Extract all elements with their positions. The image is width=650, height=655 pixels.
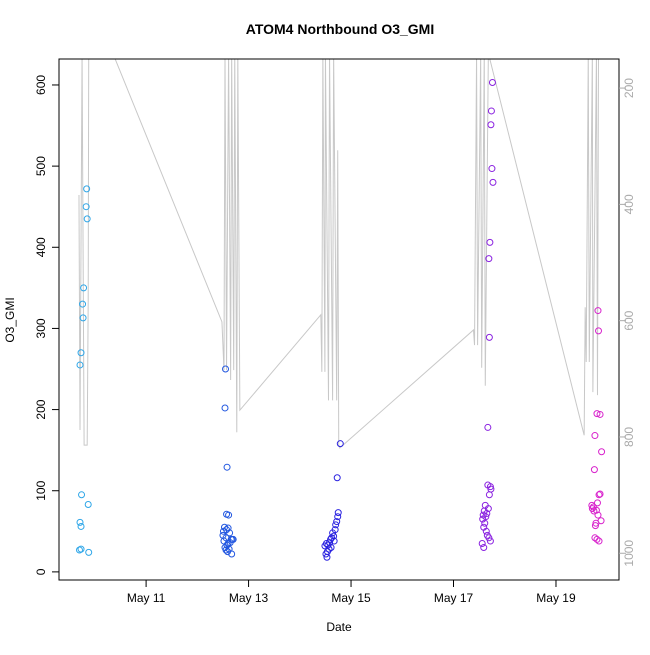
point: [593, 535, 601, 543]
y-tick-label: 300: [34, 318, 48, 338]
point: [79, 314, 87, 322]
point: [485, 333, 493, 341]
x-tick-label: May 15: [331, 591, 371, 605]
point: [595, 491, 603, 499]
point: [327, 544, 335, 552]
point: [226, 529, 234, 537]
point: [593, 499, 601, 507]
point: [332, 521, 340, 529]
point: [80, 284, 88, 292]
point: [222, 546, 230, 554]
point: [84, 501, 92, 509]
point: [590, 507, 598, 515]
point: [221, 404, 229, 412]
plot-frame: [58, 58, 620, 581]
y2-tick-label: 200: [622, 78, 636, 98]
x-tick-label: May 17: [434, 591, 474, 605]
point: [591, 432, 599, 440]
point: [334, 509, 342, 517]
point: [594, 307, 602, 315]
point: [489, 178, 497, 186]
point: [598, 448, 606, 456]
point: [593, 410, 601, 418]
point: [488, 79, 496, 87]
point: [77, 349, 85, 357]
y-tick-label: 100: [34, 480, 48, 500]
point: [79, 300, 87, 308]
point: [487, 121, 495, 129]
point: [485, 534, 493, 542]
y2-tick-label: 800: [622, 427, 636, 447]
y-tick-label: 600: [34, 75, 48, 95]
point: [85, 548, 93, 556]
y-tick-label: 200: [34, 399, 48, 419]
point: [219, 527, 227, 535]
point: [487, 107, 495, 115]
point: [595, 537, 603, 545]
plot-area: [75, 59, 606, 561]
y2-tick-label: 1000: [622, 540, 636, 567]
point: [323, 553, 331, 561]
point: [333, 518, 341, 526]
x-axis-label: Date: [326, 620, 352, 634]
point: [77, 545, 85, 553]
point: [596, 410, 604, 418]
point: [480, 544, 488, 552]
point: [590, 466, 598, 474]
x-tick-label: May 11: [127, 591, 166, 605]
point: [481, 519, 489, 527]
point: [486, 537, 494, 545]
point: [333, 474, 341, 482]
pressure-line: [78, 59, 599, 449]
point: [478, 539, 486, 547]
y-tick-label: 400: [34, 237, 48, 257]
point: [327, 535, 335, 543]
point: [485, 255, 493, 263]
point: [329, 529, 337, 537]
point: [486, 238, 494, 246]
point: [78, 491, 86, 499]
point: [77, 522, 85, 530]
point: [483, 509, 491, 517]
chart-title: ATOM4 Northbound O3_GMI: [246, 21, 434, 37]
point: [595, 327, 603, 335]
point: [334, 513, 342, 521]
point: [322, 550, 330, 558]
y2-tick-label: 600: [622, 310, 636, 330]
point: [482, 527, 490, 535]
point: [82, 203, 90, 211]
point: [591, 522, 599, 530]
point: [484, 423, 492, 431]
y-tick-label: 0: [34, 568, 48, 575]
point: [76, 518, 84, 526]
point: [336, 440, 344, 448]
y-axis-label: O3_GMI: [3, 297, 17, 342]
point: [228, 550, 236, 558]
y2-tick-label: 400: [622, 194, 636, 214]
point: [594, 511, 602, 519]
point: [76, 361, 84, 369]
point: [83, 185, 91, 193]
point: [222, 365, 230, 373]
x-tick-label: May 19: [536, 591, 576, 605]
point: [225, 511, 233, 519]
point: [330, 537, 338, 545]
point: [83, 215, 91, 223]
point: [223, 463, 231, 471]
y-tick-label: 500: [34, 156, 48, 176]
point: [488, 165, 496, 173]
point: [479, 515, 487, 523]
x-tick-label: May 13: [229, 591, 269, 605]
point: [596, 490, 604, 498]
point: [224, 524, 232, 532]
point: [485, 491, 493, 499]
